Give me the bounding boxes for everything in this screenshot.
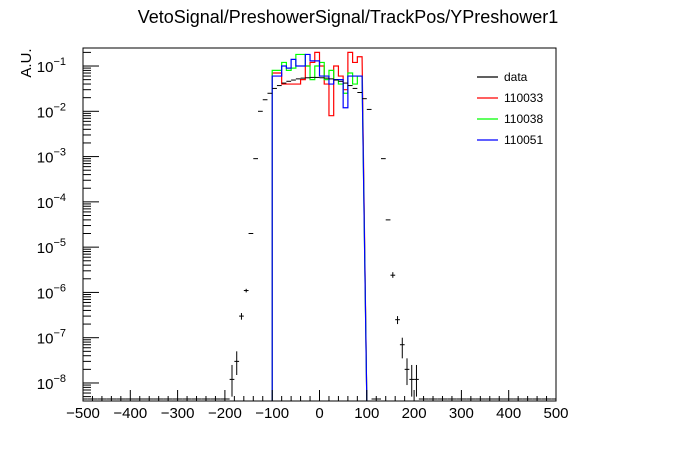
y-tick-label: 10−7 xyxy=(37,328,66,348)
x-tick-label: −400 xyxy=(113,405,147,422)
x-tick-label: 400 xyxy=(496,405,521,422)
chart-title: VetoSignal/PreshowerSignal/TrackPos/YPre… xyxy=(138,7,559,27)
y-tick-label: 10−8 xyxy=(37,373,66,393)
x-tick-label: 500 xyxy=(543,405,568,422)
series-110033-line xyxy=(271,51,368,402)
y-tick-label: 10−5 xyxy=(37,237,66,257)
legend-label-110051: 110051 xyxy=(504,133,543,147)
data-points-layer xyxy=(83,76,556,400)
legend: data 110033 110038 110051 xyxy=(477,70,543,147)
y-tick-label: 10−6 xyxy=(37,282,66,302)
x-tick-label: −100 xyxy=(255,405,289,422)
legend-label-110033: 110033 xyxy=(504,91,543,105)
x-tick-label: 300 xyxy=(449,405,474,422)
legend-label-data: data xyxy=(504,70,528,84)
y-tick-label: 10−1 xyxy=(37,56,66,76)
x-tick-label: −200 xyxy=(208,405,242,422)
y-tick-label: 10−4 xyxy=(37,192,66,212)
x-tick-label: 200 xyxy=(402,405,427,422)
x-tick-label: −300 xyxy=(161,405,195,422)
plot-area xyxy=(83,51,556,402)
x-tick-label: 0 xyxy=(315,405,323,422)
y-tick-label: 10−2 xyxy=(37,101,66,121)
y-axis-label: A.U. xyxy=(18,48,35,77)
x-tick-label: −500 xyxy=(66,405,100,422)
y-axis: 10−1 10−2 10−3 10−4 10−5 10−6 10−7 10−8 xyxy=(37,51,99,402)
series-layer xyxy=(271,51,368,402)
series-110051-line xyxy=(271,53,368,402)
x-axis: −500 −400 −300 −200 −100 0 100 200 300 400 500 xyxy=(66,390,569,422)
legend-label-110038: 110038 xyxy=(504,112,543,126)
x-tick-label: 100 xyxy=(354,405,379,422)
y-tick-label: 10−3 xyxy=(37,147,66,167)
